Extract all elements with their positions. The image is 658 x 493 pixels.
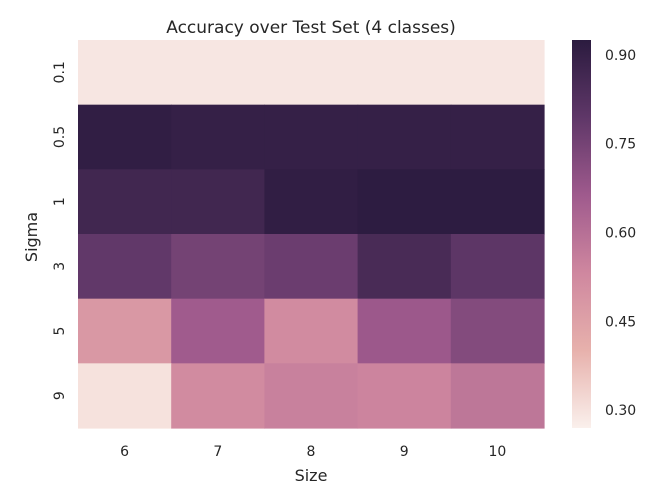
colorbar-tick-label: 0.45	[605, 314, 636, 330]
colorbar-tick-label: 0.30	[605, 403, 636, 419]
y-tick-label: 0.5	[52, 126, 68, 148]
y-tick-labels: 0.1 0.5 1 3 5 9	[52, 61, 68, 400]
x-tick-label: 7	[213, 444, 222, 460]
heatmap-cell	[264, 363, 359, 429]
y-tick-label: 1	[52, 197, 68, 206]
colorbar-tick-label: 0.90	[605, 48, 636, 64]
heatmap-cell	[78, 298, 172, 364]
heatmap-cell	[171, 298, 265, 364]
chart-title: Accuracy over Test Set (4 classes)	[166, 18, 456, 38]
heatmap-cells	[78, 40, 545, 429]
heatmap-cell	[450, 40, 545, 106]
y-tick-label: 5	[52, 327, 68, 336]
x-tick-label: 10	[488, 444, 506, 460]
heatmap-cell	[78, 40, 172, 106]
heatmap-cell	[264, 234, 359, 300]
heatmap-cell	[264, 169, 359, 235]
heatmap-cell	[171, 40, 265, 106]
heatmap-cell	[171, 169, 265, 235]
heatmap-cell	[171, 363, 265, 429]
heatmap-cell	[450, 169, 545, 235]
heatmap-cell	[357, 234, 452, 300]
heatmap-cell	[171, 234, 265, 300]
heatmap-cell	[264, 104, 359, 170]
heatmap-cell	[357, 104, 452, 170]
heatmap-cell	[264, 40, 359, 106]
heatmap-cell	[78, 169, 172, 235]
heatmap-cell	[357, 169, 452, 235]
heatmap-cell	[78, 104, 172, 170]
heatmap-cell	[171, 104, 265, 170]
x-tick-labels: 6 7 8 9 10	[120, 444, 506, 460]
y-tick-label: 3	[52, 262, 68, 271]
heatmap-cell	[78, 234, 172, 300]
colorbar	[572, 40, 591, 428]
heatmap-cell	[78, 363, 172, 429]
colorbar-tick-label: 0.75	[605, 137, 636, 153]
colorbar-tick-labels: 0.30 0.45 0.60 0.75 0.90	[605, 48, 636, 419]
heatmap-cell	[264, 298, 359, 364]
heatmap-cell	[357, 363, 452, 429]
heatmap-cell	[450, 298, 545, 364]
x-tick-label: 6	[120, 444, 129, 460]
heatmap-cell	[450, 104, 545, 170]
x-axis-label: Size	[295, 466, 328, 485]
colorbar-tick-label: 0.60	[605, 226, 636, 242]
heatmap-cell	[450, 234, 545, 300]
y-tick-label: 9	[52, 391, 68, 400]
x-tick-label: 9	[400, 444, 409, 460]
heatmap-cell	[450, 363, 545, 429]
x-tick-label: 8	[307, 444, 316, 460]
y-tick-label: 0.1	[52, 61, 68, 83]
heatmap-cell	[357, 40, 452, 106]
heatmap-cell	[357, 298, 452, 364]
y-axis-label: Sigma	[22, 212, 41, 262]
